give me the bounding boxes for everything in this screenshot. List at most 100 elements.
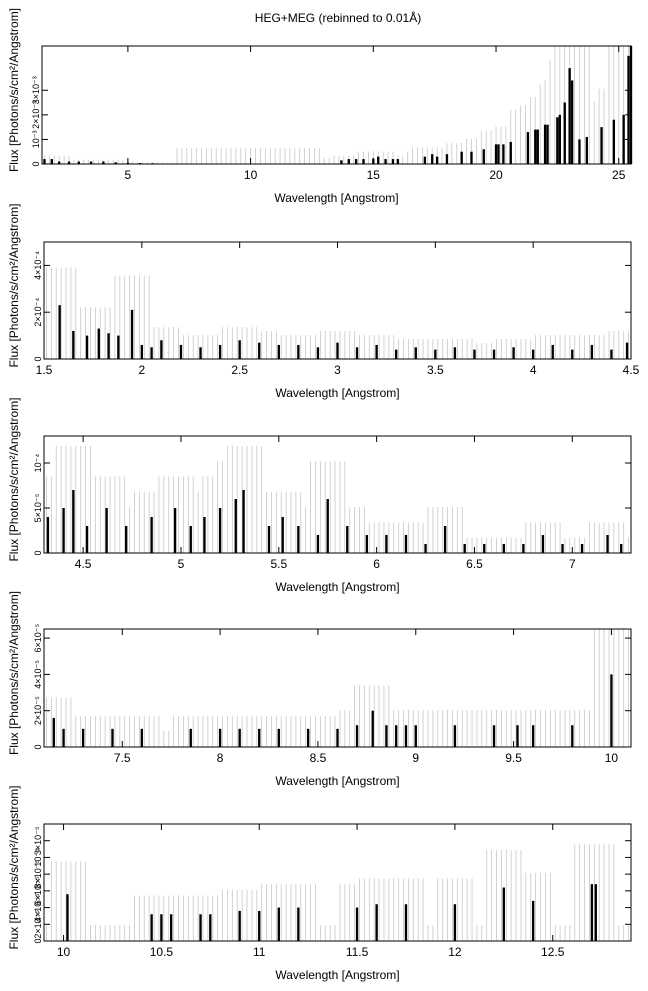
- data-bar: [509, 141, 512, 164]
- data-bar: [453, 725, 457, 747]
- y-axis-label: Flux [Photons/s/cm²/Angstrom]: [7, 591, 21, 755]
- x-tick-label: 9: [412, 751, 419, 765]
- data-bar: [267, 526, 271, 553]
- data-bars: [46, 490, 623, 553]
- data-bar: [483, 544, 486, 553]
- data-bar: [414, 725, 417, 747]
- y-axis-label: Flux [Photons/s/cm²/Angstrom]: [7, 397, 21, 561]
- x-tick-label: 10: [57, 945, 71, 959]
- x-tick-label: 12.5: [541, 945, 565, 959]
- data-bar: [625, 342, 629, 359]
- data-bar: [199, 347, 202, 359]
- data-bar: [347, 159, 350, 164]
- data-bar: [72, 330, 75, 359]
- data-bar: [258, 910, 261, 941]
- data-bar: [610, 349, 613, 359]
- data-bar: [58, 161, 61, 164]
- data-bar: [580, 544, 584, 553]
- data-bar: [445, 154, 449, 164]
- data-bar: [443, 526, 447, 553]
- x-tick-label: 1.5: [36, 363, 53, 377]
- y-tick-label: 0: [33, 356, 43, 361]
- x-axis-label: Wavelength [Angstrom]: [274, 191, 398, 205]
- data-bar: [362, 159, 365, 164]
- data-bar: [404, 535, 408, 553]
- data-bar: [189, 526, 192, 553]
- y-tick-label: 0: [33, 744, 43, 749]
- data-bar: [238, 340, 241, 359]
- data-bars: [66, 884, 597, 941]
- data-bar: [326, 499, 329, 553]
- data-bar: [463, 544, 466, 553]
- data-bar: [492, 725, 496, 747]
- data-bar: [585, 136, 589, 164]
- x-tick-label: 5: [178, 557, 185, 571]
- data-bar: [354, 159, 358, 164]
- chart-panel-5: 10 10.5 11 11.5 12 12.5 02×10⁻⁵4×10⁻⁵6×10⁻⁵8×1…: [7, 785, 632, 982]
- data-bars: [52, 674, 613, 747]
- data-bar: [218, 728, 222, 747]
- data-bar: [81, 728, 85, 747]
- data-bar: [277, 907, 280, 941]
- x-tick-label: 9.5: [505, 751, 522, 765]
- data-bar: [105, 508, 108, 553]
- data-bar: [66, 894, 69, 941]
- data-bar: [306, 728, 310, 747]
- data-bar: [543, 124, 547, 164]
- data-bar: [473, 349, 476, 359]
- data-bar: [391, 159, 395, 164]
- data-bar: [111, 728, 114, 747]
- y-tick-label: 5×10⁻⁵: [33, 493, 43, 522]
- data-bar: [365, 535, 369, 553]
- x-tick-label: 2.5: [231, 363, 248, 377]
- plot-frame: [43, 435, 632, 554]
- x-axis-label: Wavelength [Angstrom]: [275, 386, 399, 400]
- data-bar: [371, 710, 374, 747]
- x-tick-label: 8.5: [310, 751, 327, 765]
- y-tick-label: 2×10⁻⁴: [33, 298, 43, 327]
- data-bar: [277, 728, 280, 747]
- data-bar: [385, 535, 388, 553]
- figure-title: HEG+MEG (rebinned to 0.01Å): [255, 10, 421, 25]
- x-tick-label: 4.5: [623, 363, 640, 377]
- data-bar: [189, 728, 192, 747]
- data-bar: [258, 728, 261, 747]
- chart-panel-2: 1.5 2 2.5 3 3.5 4 4.5 0 2×10⁻⁴ 4×10⁻⁴ Wavelength […: [7, 203, 640, 400]
- data-bar: [140, 728, 144, 747]
- y-tick-label: 3×10⁻⁵: [33, 826, 43, 855]
- data-bar: [114, 162, 117, 164]
- x-tick-label: 15: [367, 168, 381, 182]
- y-tick-label: 4×10⁻⁵: [33, 660, 43, 689]
- data-bar: [258, 342, 261, 359]
- y-tick-label: 6×10⁻⁵: [33, 623, 43, 652]
- data-bar: [570, 80, 574, 164]
- data-bar: [209, 914, 212, 941]
- error-bars: [46, 629, 629, 747]
- data-bar: [423, 156, 427, 164]
- y-axis-label: Flux [Photons/s/cm²/Angstrom]: [7, 785, 21, 949]
- data-bar: [336, 728, 339, 747]
- y-tick-label: 4×10⁻⁵: [33, 893, 43, 922]
- x-tick-label: 11: [253, 945, 266, 959]
- data-bar: [541, 535, 545, 553]
- data-bar: [594, 884, 597, 941]
- data-bar: [297, 526, 300, 553]
- data-bar: [546, 124, 549, 164]
- data-bar: [107, 333, 110, 359]
- y-tick-label: 10⁻³: [31, 131, 41, 149]
- data-bar: [435, 156, 439, 164]
- data-bar: [130, 309, 134, 359]
- data-bar: [431, 154, 434, 164]
- error-bars: [46, 445, 629, 553]
- error-bars: [44, 46, 629, 164]
- data-bar: [460, 151, 463, 164]
- data-bar: [85, 526, 89, 553]
- data-bar: [72, 490, 75, 553]
- y-tick-label: 8×10⁻⁵: [33, 860, 43, 889]
- data-bar: [170, 914, 173, 941]
- x-tick-label: 10.5: [150, 945, 174, 959]
- data-bar: [336, 342, 339, 359]
- data-bar: [531, 725, 535, 747]
- x-tick-label: 4.5: [75, 557, 92, 571]
